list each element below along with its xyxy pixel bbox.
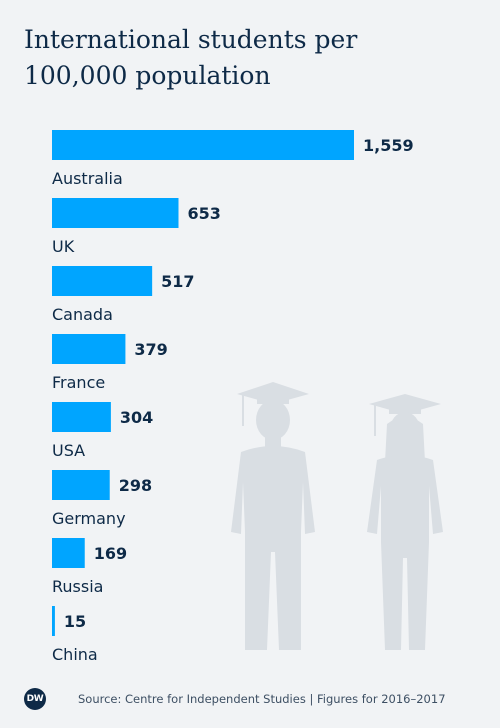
value-label: 1,559 — [363, 136, 414, 155]
bar-france — [52, 334, 126, 364]
dw-logo: DW — [24, 688, 46, 710]
graduate-male-icon — [231, 382, 315, 650]
bar-china — [52, 606, 55, 636]
graduate-figures-illustration — [231, 382, 443, 650]
graduate-female-icon — [367, 394, 443, 650]
value-label: 298 — [119, 476, 152, 495]
source-note: Source: Centre for Independent Studies |… — [78, 692, 446, 706]
footer: DW Source: Centre for Independent Studie… — [24, 688, 446, 710]
value-label: 379 — [134, 340, 167, 359]
bar-australia — [52, 130, 354, 160]
bar-russia — [52, 538, 85, 568]
bar-uk — [52, 198, 179, 228]
bar-germany — [52, 470, 110, 500]
chart-title: International students per 100,000 popul… — [24, 25, 358, 90]
bar-canada — [52, 266, 153, 296]
category-label: China — [52, 645, 98, 664]
value-label: 517 — [161, 272, 194, 291]
bar-chart: 1,559 Australia 653 UK 517 Canada 379 France 304… — [52, 130, 414, 664]
category-label: Germany — [52, 509, 126, 528]
category-label: Canada — [52, 305, 113, 324]
bar-usa — [52, 402, 111, 432]
category-label: UK — [52, 237, 75, 256]
category-label: Russia — [52, 577, 103, 596]
value-label: 15 — [64, 612, 86, 631]
value-label: 304 — [120, 408, 153, 427]
value-label: 169 — [94, 544, 127, 563]
category-label: USA — [52, 441, 85, 460]
value-label: 653 — [187, 204, 220, 223]
category-label: Australia — [52, 169, 123, 188]
category-label: France — [52, 373, 105, 392]
